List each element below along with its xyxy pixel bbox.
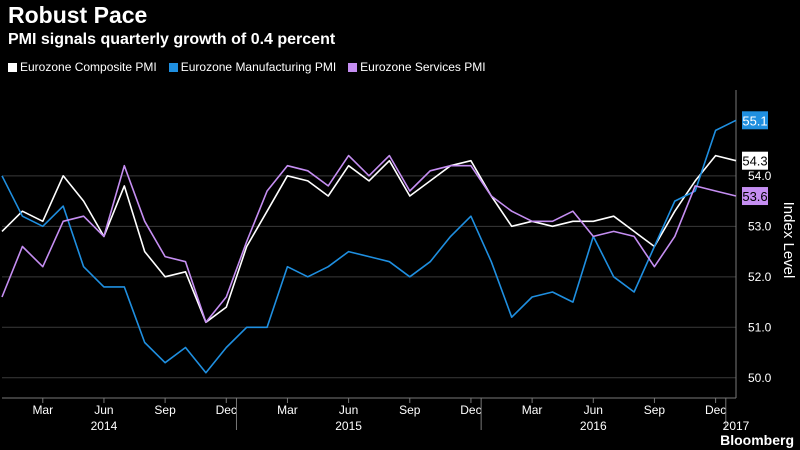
legend-label-composite: Eurozone Composite PMI (20, 60, 157, 74)
year-label: 2017 (723, 419, 750, 433)
series-line-0 (1, 154, 737, 324)
y-tick-label: 51.0 (748, 320, 772, 334)
x-tick-label: Dec (216, 403, 237, 417)
legend-swatch-manufacturing (168, 62, 178, 72)
series-line-2 (1, 154, 737, 324)
legend-item-services: Eurozone Services PMI (348, 60, 486, 74)
end-label-box-0 (742, 151, 768, 170)
year-label: 2014 (91, 419, 118, 433)
x-tick-label: Sep (154, 403, 176, 417)
chart-subtitle: PMI signals quarterly growth of 0.4 perc… (8, 31, 336, 48)
chart-title: Robust Pace (8, 2, 148, 28)
y-tick-label: 54.0 (748, 169, 772, 183)
x-tick-label: Sep (644, 403, 666, 417)
x-tick-label: Mar (277, 403, 298, 417)
x-tick-label: Jun (94, 403, 113, 417)
y-axis-label: Index Level (780, 202, 797, 279)
y-tick-label: 52.0 (748, 270, 772, 284)
x-tick-label: Jun (584, 403, 603, 417)
end-value-label-0: 54.3 (742, 154, 767, 169)
end-label-box-2 (742, 187, 768, 206)
end-label-box-1 (742, 111, 768, 130)
year-label: 2015 (335, 419, 362, 433)
x-tick-label: Mar (32, 403, 53, 417)
end-value-label-2: 53.6 (742, 189, 767, 204)
y-tick-label: 50.0 (748, 371, 772, 385)
x-tick-label: Dec (705, 403, 726, 417)
legend-item-composite: Eurozone Composite PMI (8, 60, 157, 74)
legend-swatch-services (348, 62, 358, 72)
x-tick-label: Mar (522, 403, 543, 417)
x-tick-label: Jun (339, 403, 358, 417)
x-tick-label: Dec (460, 403, 481, 417)
y-tick-label: 53.0 (748, 219, 772, 233)
year-label: 2016 (580, 419, 607, 433)
series-line-1 (1, 119, 737, 374)
legend: Eurozone Composite PMI Eurozone Manufact… (8, 60, 486, 74)
legend-swatch-composite (8, 62, 17, 72)
legend-label-services: Eurozone Services PMI (360, 60, 486, 74)
bloomberg-logo: Bloomberg (720, 432, 794, 448)
legend-label-manufacturing: Eurozone Manufacturing PMI (180, 60, 337, 74)
x-tick-label: Sep (399, 403, 421, 417)
end-value-label-1: 55.1 (742, 113, 767, 128)
legend-item-manufacturing: Eurozone Manufacturing PMI (168, 60, 337, 74)
